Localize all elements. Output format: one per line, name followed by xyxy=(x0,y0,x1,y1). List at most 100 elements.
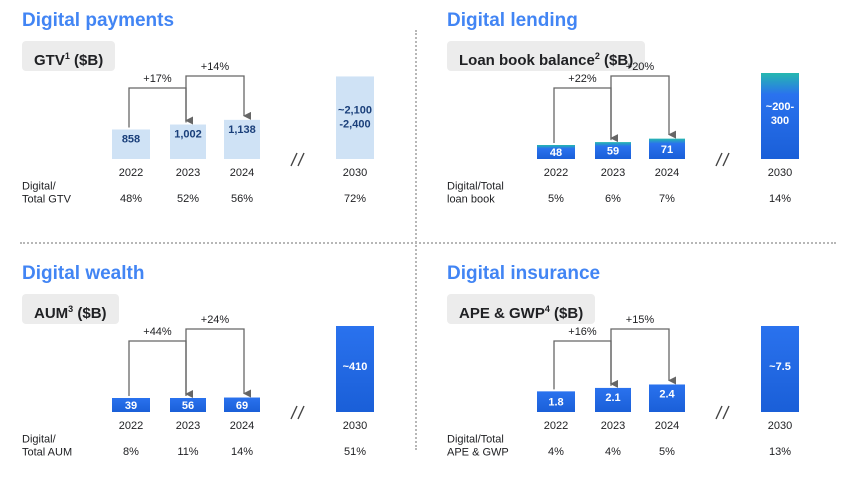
value-label-2023: 59 xyxy=(607,146,619,158)
value-label-2024: 1,138 xyxy=(228,124,256,136)
value-label-2022: 48 xyxy=(550,147,562,159)
ratio-2024: 56% xyxy=(231,193,253,205)
bar-2023 xyxy=(595,387,631,412)
year-label-2023: 2023 xyxy=(176,420,200,432)
bar-chart: 858 2022 48% 1,002 2023 52% 1,138 2024 56% ~2,100… xyxy=(22,61,374,206)
value-label-2024: 71 xyxy=(661,144,673,156)
ratio-2030: 13% xyxy=(769,446,791,458)
growth-arrow xyxy=(128,340,193,398)
panel-digital-payments: Digital payments GTV1 ($B) 858 2022 48% 1,0… xyxy=(22,10,432,235)
year-label-2023: 2023 xyxy=(601,420,625,432)
value-label-2030: ~7.5 xyxy=(769,361,791,373)
value-label-2022: 1.8 xyxy=(548,397,563,409)
year-label-2030: 2030 xyxy=(343,167,367,179)
axis-break-mark xyxy=(297,152,305,167)
value-label-2022: 858 xyxy=(122,133,140,145)
ratio-2022: 8% xyxy=(123,446,139,458)
panel-title: Digital lending xyxy=(447,10,578,31)
bar-chart: 1.8 2022 4% 2.1 2023 4% 2.4 2024 5% ~7.5 2030 13% +1… xyxy=(447,314,799,459)
ratio-row-label: Digital/Total AUM xyxy=(22,434,72,459)
axis-break-mark xyxy=(297,405,305,420)
year-label-2022: 2022 xyxy=(544,420,568,432)
ratio-2023: 6% xyxy=(605,193,621,205)
growth-arrow xyxy=(610,328,676,386)
bar-2024 xyxy=(649,384,685,412)
value-label-2030: ~410 xyxy=(343,361,368,373)
growth-arrow xyxy=(185,328,251,398)
horizontal-divider xyxy=(20,242,836,244)
axis-break-mark xyxy=(715,152,723,167)
metric-label: APE & GWP4 ($B) xyxy=(447,294,596,324)
panel-title: Digital wealth xyxy=(22,263,145,284)
ratio-2023: 4% xyxy=(605,446,621,458)
value-label-2024: 2.4 xyxy=(659,388,675,400)
ratio-2030: 14% xyxy=(769,193,791,205)
value-label-2023: 2.1 xyxy=(605,392,620,404)
year-label-2030: 2030 xyxy=(343,420,367,432)
ratio-2030: 51% xyxy=(344,446,366,458)
ratio-2022: 4% xyxy=(548,446,564,458)
growth-label: +14% xyxy=(201,61,230,73)
bar-2022 xyxy=(537,145,575,159)
year-label-2030: 2030 xyxy=(768,420,792,432)
year-label-2030: 2030 xyxy=(768,167,792,179)
growth-label: +20% xyxy=(626,61,655,73)
bar-chart: 48 2022 5% 59 2023 6% 71 2024 7% ~200-300 2030 14% +… xyxy=(447,61,799,206)
growth-arrow xyxy=(553,340,618,390)
bar-2024 xyxy=(224,397,260,412)
metric-label: AUM3 ($B) xyxy=(22,294,119,324)
ratio-2024: 14% xyxy=(231,446,253,458)
ratio-row-label: Digital/Total GTV xyxy=(22,181,72,206)
panel-digital-lending: Digital lending Loan book balance2 ($B) … xyxy=(447,10,857,235)
growth-arrow xyxy=(128,87,193,128)
bar-2024 xyxy=(224,119,260,159)
year-label-2024: 2024 xyxy=(655,420,679,432)
ratio-2024: 7% xyxy=(659,193,675,205)
bar-chart: 39 2022 8% 56 2023 11% 69 2024 14% ~410 2030 51% +44… xyxy=(22,314,374,459)
axis-break-mark xyxy=(290,152,298,167)
axis-break-mark xyxy=(722,152,730,167)
bar-2024 xyxy=(649,138,685,159)
bar-2023 xyxy=(170,124,206,159)
growth-arrow xyxy=(185,75,251,123)
growth-arrow xyxy=(610,75,676,141)
bar-2030 xyxy=(336,76,374,159)
value-label-2023: 56 xyxy=(182,400,194,412)
bar-2023 xyxy=(170,398,206,412)
ratio-2023: 11% xyxy=(177,446,198,458)
year-label-2023: 2023 xyxy=(601,167,625,179)
value-label-2022: 39 xyxy=(125,400,137,412)
metric-label: Loan book balance2 ($B) xyxy=(447,41,646,71)
growth-label: +17% xyxy=(143,73,172,85)
growth-label: +22% xyxy=(568,73,597,85)
bar-2023 xyxy=(595,142,631,159)
axis-break-mark xyxy=(290,405,298,420)
bar-2030 xyxy=(336,326,374,412)
bar-2030 xyxy=(761,73,799,159)
value-label-2023: 1,002 xyxy=(174,129,202,141)
ratio-2022: 5% xyxy=(548,193,564,205)
ratio-row-label: Digital/Total APE & GWP xyxy=(447,434,509,459)
bar-2022 xyxy=(112,129,150,159)
growth-label: +44% xyxy=(143,326,172,338)
year-label-2022: 2022 xyxy=(119,420,143,432)
growth-label: +24% xyxy=(201,314,230,326)
year-label-2024: 2024 xyxy=(230,167,254,179)
bar-2022 xyxy=(112,398,150,412)
growth-arrow xyxy=(553,87,618,143)
ratio-2024: 5% xyxy=(659,446,675,458)
axis-break-mark xyxy=(722,405,730,420)
growth-label: +15% xyxy=(626,314,655,326)
ratio-2030: 72% xyxy=(344,193,366,205)
panel-digital-insurance: Digital insurance APE & GWP4 ($B) 1.8 202… xyxy=(447,263,857,488)
year-label-2022: 2022 xyxy=(544,167,568,179)
ratio-2023: 52% xyxy=(177,193,199,205)
value-label-2030: ~2,100 -2,400 xyxy=(338,104,372,130)
growth-label: +16% xyxy=(568,326,597,338)
ratio-2022: 48% xyxy=(120,193,142,205)
panel-title: Digital payments xyxy=(22,10,175,31)
year-label-2022: 2022 xyxy=(119,167,143,179)
panel-digital-wealth: Digital wealth AUM3 ($B) 39 2022 8% 56 2023 1… xyxy=(22,263,432,488)
panel-title: Digital insurance xyxy=(447,263,601,284)
value-label-2030: ~200-300 xyxy=(766,101,795,127)
